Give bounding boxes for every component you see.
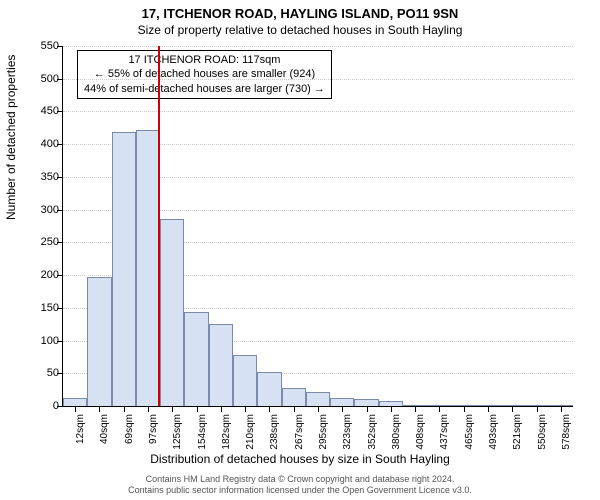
x-tick-label: 352sqm xyxy=(367,414,378,454)
gridline xyxy=(63,46,573,47)
x-tick xyxy=(512,406,513,412)
y-tick-label: 500 xyxy=(29,73,59,85)
x-tick-label: 578sqm xyxy=(561,414,572,454)
annotation-line: 17 ITCHENOR ROAD: 117sqm xyxy=(84,53,325,67)
x-tick xyxy=(148,406,149,412)
bar xyxy=(112,132,136,406)
bar xyxy=(257,372,281,406)
y-tick-label: 250 xyxy=(29,236,59,248)
x-tick xyxy=(415,406,416,412)
x-tick xyxy=(464,406,465,412)
x-tick xyxy=(197,406,198,412)
bar xyxy=(306,392,330,406)
x-tick xyxy=(124,406,125,412)
x-tick xyxy=(367,406,368,412)
x-tick xyxy=(561,406,562,412)
chart-container: 17, ITCHENOR ROAD, HAYLING ISLAND, PO11 … xyxy=(0,0,600,500)
x-tick-label: 295sqm xyxy=(318,414,329,454)
y-tick-label: 550 xyxy=(29,40,59,52)
x-tick xyxy=(245,406,246,412)
x-tick xyxy=(99,406,100,412)
x-tick xyxy=(488,406,489,412)
y-tick-label: 100 xyxy=(29,335,59,347)
x-axis-label: Distribution of detached houses by size … xyxy=(0,452,600,466)
annotation-box: 17 ITCHENOR ROAD: 117sqm ← 55% of detach… xyxy=(77,50,332,99)
x-tick-label: 154sqm xyxy=(197,414,208,454)
y-tick-label: 150 xyxy=(29,302,59,314)
x-tick-label: 40sqm xyxy=(99,414,110,454)
annotation-line: 44% of semi-detached houses are larger (… xyxy=(84,82,325,96)
plot-area: 17 ITCHENOR ROAD: 117sqm ← 55% of detach… xyxy=(62,46,573,407)
y-tick-label: 50 xyxy=(29,367,59,379)
footer-text: Contains HM Land Registry data © Crown c… xyxy=(0,474,600,496)
footer-line: Contains public sector information licen… xyxy=(0,485,600,496)
marker-line xyxy=(158,46,160,406)
y-tick-label: 0 xyxy=(29,400,59,412)
x-tick-label: 125sqm xyxy=(172,414,183,454)
bar xyxy=(160,219,184,406)
x-tick-label: 238sqm xyxy=(269,414,280,454)
chart-subtitle: Size of property relative to detached ho… xyxy=(0,21,600,37)
x-tick-label: 465sqm xyxy=(464,414,475,454)
x-tick-label: 69sqm xyxy=(124,414,135,454)
x-tick xyxy=(221,406,222,412)
x-tick xyxy=(75,406,76,412)
x-tick-label: 521sqm xyxy=(512,414,523,454)
y-tick-label: 200 xyxy=(29,269,59,281)
x-tick-label: 550sqm xyxy=(537,414,548,454)
gridline xyxy=(63,111,573,112)
y-tick-label: 300 xyxy=(29,204,59,216)
x-tick xyxy=(269,406,270,412)
bar xyxy=(282,388,306,406)
bar xyxy=(136,130,160,406)
x-tick-label: 182sqm xyxy=(221,414,232,454)
y-tick-label: 450 xyxy=(29,105,59,117)
bar xyxy=(63,398,87,406)
y-tick-label: 400 xyxy=(29,138,59,150)
y-axis-label: Number of detached properties xyxy=(4,55,18,220)
x-tick-label: 493sqm xyxy=(488,414,499,454)
footer-line: Contains HM Land Registry data © Crown c… xyxy=(0,474,600,485)
x-tick-label: 380sqm xyxy=(391,414,402,454)
x-tick-label: 210sqm xyxy=(245,414,256,454)
x-tick xyxy=(318,406,319,412)
x-tick xyxy=(294,406,295,412)
x-tick xyxy=(342,406,343,412)
chart-title: 17, ITCHENOR ROAD, HAYLING ISLAND, PO11 … xyxy=(0,0,600,21)
x-tick-label: 267sqm xyxy=(294,414,305,454)
x-tick xyxy=(391,406,392,412)
x-tick xyxy=(172,406,173,412)
x-tick-label: 408sqm xyxy=(415,414,426,454)
bar xyxy=(209,324,233,406)
x-tick-label: 323sqm xyxy=(342,414,353,454)
bar xyxy=(184,312,208,406)
x-tick-label: 12sqm xyxy=(75,414,86,454)
gridline xyxy=(63,79,573,80)
x-tick-label: 97sqm xyxy=(148,414,159,454)
bar xyxy=(330,398,354,406)
x-tick xyxy=(537,406,538,412)
y-tick-label: 350 xyxy=(29,171,59,183)
x-tick-label: 437sqm xyxy=(439,414,450,454)
x-tick xyxy=(439,406,440,412)
bar xyxy=(87,277,111,406)
bar xyxy=(233,355,257,406)
